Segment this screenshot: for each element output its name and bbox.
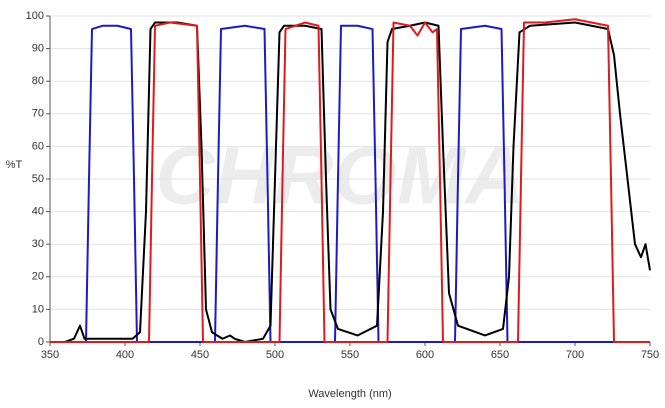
watermark: CHROMA [156, 131, 525, 222]
y-tick-label: 90 [32, 43, 44, 55]
y-axis-label: %T [6, 159, 23, 171]
x-tick-label: 650 [491, 349, 509, 361]
y-tick-label: 70 [32, 108, 44, 120]
y-tick-label: 0 [38, 336, 44, 348]
y-tick-label: 50 [32, 173, 44, 185]
x-tick-label: 750 [641, 349, 659, 361]
x-tick-label: 550 [341, 349, 359, 361]
x-tick-label: 350 [41, 349, 59, 361]
y-tick-label: 100 [26, 10, 44, 22]
x-tick-label: 500 [266, 349, 284, 361]
series-line [50, 21, 651, 343]
x-tick-label: 450 [191, 349, 209, 361]
y-tick-label: 30 [32, 238, 44, 250]
x-tick-label: 600 [416, 349, 434, 361]
y-tick-label: 60 [32, 140, 44, 152]
y-tick-label: 40 [32, 206, 44, 218]
x-axis-label: Wavelength (nm) [308, 388, 391, 400]
y-tick-label: 20 [32, 271, 44, 283]
y-tick-label: 80 [32, 75, 44, 87]
x-tick-label: 400 [116, 349, 134, 361]
x-tick-label: 700 [566, 349, 584, 361]
series-line [50, 18, 650, 343]
y-tick-label: 10 [32, 303, 44, 315]
